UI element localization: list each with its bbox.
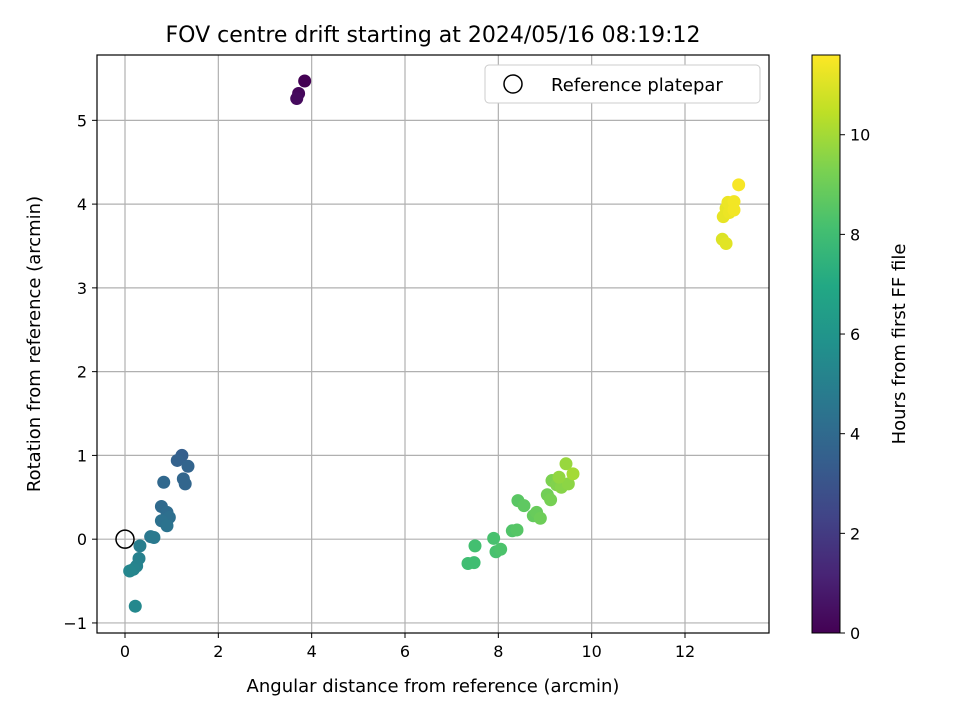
legend: Reference platepar [484, 64, 761, 104]
chart-title: FOV centre drift starting at 2024/05/16 … [166, 23, 701, 48]
scatter-point [517, 499, 531, 513]
scatter-point [487, 531, 501, 545]
x-axis-ticks: 0 2 4 6 8 10 12 [120, 633, 695, 661]
scatter-point [468, 539, 482, 553]
plot-frame [96, 54, 770, 634]
x-tick-label: 0 [120, 642, 130, 661]
scatter-point [123, 564, 137, 578]
scatter-point [719, 236, 733, 250]
scatter-point [128, 599, 142, 613]
x-tick-label: 2 [213, 642, 223, 661]
legend-marker [503, 74, 523, 94]
scatter-point [147, 531, 161, 545]
reference-marker [115, 529, 135, 549]
y-axis-label: Rotation from reference (arcmin) [24, 196, 45, 492]
y-axis-ticks: −1 0 1 2 3 4 5 [63, 111, 97, 633]
scatter-point [510, 523, 524, 537]
scatter-point [533, 511, 547, 525]
scatter-point [552, 470, 566, 484]
scatter-point [170, 453, 184, 467]
scatter-point [566, 467, 580, 481]
colorbar: 0 2 4 6 8 10 Hours from first FF file [811, 54, 910, 643]
colorbar-tick-label: 6 [850, 325, 860, 344]
y-tick-label: 2 [77, 363, 87, 382]
scatter-point [544, 493, 558, 507]
x-tick-label: 8 [493, 642, 503, 661]
scatter-point [467, 556, 481, 570]
scatter-point [133, 539, 147, 553]
y-tick-label: 5 [77, 111, 87, 130]
y-tick-label: 1 [77, 446, 87, 465]
y-tick-label: 3 [77, 279, 87, 298]
scatter-point [178, 477, 192, 491]
colorbar-ticks: 0 2 4 6 8 10 [840, 126, 870, 643]
colorbar-label: Hours from first FF file [889, 244, 910, 445]
scatter-point [181, 459, 195, 473]
y-tick-label: −1 [63, 614, 87, 633]
x-tick-label: 12 [675, 642, 695, 661]
scatter-point [559, 457, 573, 471]
legend-box [484, 64, 761, 104]
grid-lines [97, 55, 769, 633]
y-tick-label: 4 [77, 195, 87, 214]
colorbar-tick-label: 0 [850, 624, 860, 643]
x-tick-label: 6 [400, 642, 410, 661]
legend-label: Reference platepar [551, 75, 723, 96]
x-axis-label: Angular distance from reference (arcmin) [247, 676, 620, 697]
scatter-point [157, 475, 171, 489]
colorbar-tick-label: 4 [850, 425, 860, 444]
colorbar-tick-label: 10 [850, 126, 870, 145]
scatter-point [298, 74, 312, 88]
scatter-point [160, 519, 174, 533]
scatter-point [290, 92, 304, 106]
colorbar-tick-label: 8 [850, 225, 860, 244]
x-tick-label: 4 [307, 642, 317, 661]
scatter-point [727, 203, 741, 217]
y-tick-label: 0 [77, 530, 87, 549]
colorbar-tick-label: 2 [850, 524, 860, 543]
scatter-point [561, 477, 575, 491]
x-tick-label: 10 [581, 642, 601, 661]
scatter-point [732, 178, 746, 192]
scatter-point [494, 542, 508, 556]
colorbar-gradient [811, 54, 841, 634]
data-points [123, 74, 746, 613]
